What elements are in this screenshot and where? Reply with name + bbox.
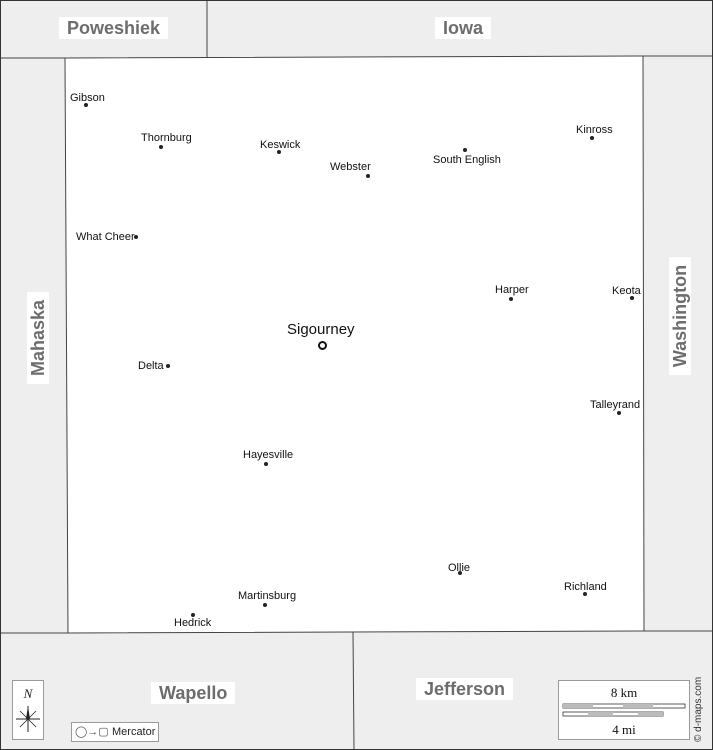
town-label-hedrick: Hedrick [174, 617, 212, 629]
scale-bar-graphic [562, 703, 686, 717]
compass-legend: N [12, 680, 44, 740]
town-dot [159, 145, 163, 149]
town-label-richland: Richland [564, 581, 607, 593]
neighbor-iowa: Iowa [435, 17, 492, 39]
town-dot [277, 150, 281, 154]
neighbor-mahaska: Mahaska [27, 291, 49, 385]
compass-rose-icon [16, 706, 40, 732]
county-seat-label: Sigourney [287, 321, 355, 338]
county-seat-ring [318, 341, 327, 350]
town-dot [166, 364, 170, 368]
town-label-ollie: Ollie [448, 562, 471, 574]
town-label-delta: Delta [138, 360, 164, 372]
town-dot [264, 462, 268, 466]
neighbor-jefferson: Jefferson [416, 678, 514, 700]
compass-north-letter: N [23, 686, 33, 701]
town-dot [509, 297, 513, 301]
town-dot [590, 136, 594, 140]
town-label-martinsburg: Martinsburg [238, 590, 297, 602]
town-label-south-english: South English [433, 154, 501, 166]
town-dot [366, 174, 370, 178]
projection-name: Mercator [112, 726, 156, 738]
scale-mi-label: 4 mi [612, 722, 636, 737]
town-label-gibson: Gibson [70, 92, 105, 104]
town-label-webster: Webster [330, 161, 371, 173]
town-label-keota: Keota [612, 285, 641, 297]
neighbor-wapello: Wapello [151, 682, 236, 704]
town-label-thornburg: Thornburg [141, 132, 192, 144]
town-dot [617, 411, 621, 415]
scale-bar: 8 km 4 mi [558, 680, 690, 740]
town-label-what-cheer: What Cheer [76, 231, 135, 243]
town-dot [630, 296, 634, 300]
border-line [352, 631, 355, 750]
town-dot [463, 148, 467, 152]
town-dot [458, 571, 462, 575]
town-label-keswick: Keswick [260, 139, 301, 151]
projection-legend: ◯→▢ Mercator [71, 722, 159, 742]
town-dot [191, 613, 195, 617]
town-dot [263, 603, 267, 607]
town-label-harper: Harper [495, 284, 529, 296]
map-credit: © d-maps.com [693, 676, 704, 742]
town-label-hayesville: Hayesville [243, 449, 294, 461]
town-dot [583, 592, 587, 596]
neighbor-washington: Washington [669, 256, 691, 376]
town-label-kinross: Kinross [576, 124, 613, 136]
town-label-talleyrand: Talleyrand [590, 399, 641, 411]
town-dot [134, 235, 138, 239]
town-dot [84, 103, 88, 107]
neighbor-poweshiek: Poweshiek [59, 17, 169, 39]
scale-km-label: 8 km [610, 685, 638, 700]
globe-to-plane-icon: ◯→▢ [75, 726, 109, 738]
